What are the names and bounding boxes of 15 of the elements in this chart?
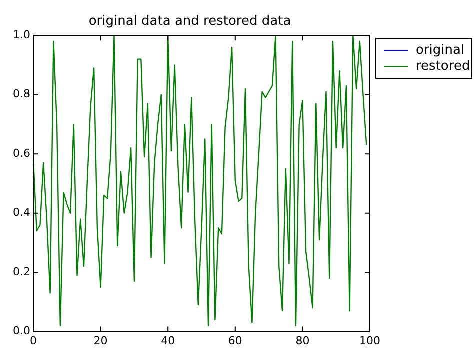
x-tick-label: 40 [161,334,176,348]
x-tick-label: 60 [228,334,242,348]
x-tick-label: 20 [94,334,108,348]
chart-title: original data and restored data [88,14,292,30]
y-tick-label: 1.0 [12,28,30,42]
legend-label: restored [416,58,470,74]
x-tick-label: 0 [30,334,37,348]
y-tick-label: 0.4 [12,206,30,220]
y-tick-label: 0.0 [12,324,30,338]
y-tick-label: 0.2 [12,265,30,278]
x-tick-label: 100 [360,334,380,348]
y-tick-label: 0.8 [12,88,30,101]
legend-label: original [416,42,465,58]
x-tick-label: 80 [296,334,310,348]
y-tick-label: 0.6 [12,146,30,160]
